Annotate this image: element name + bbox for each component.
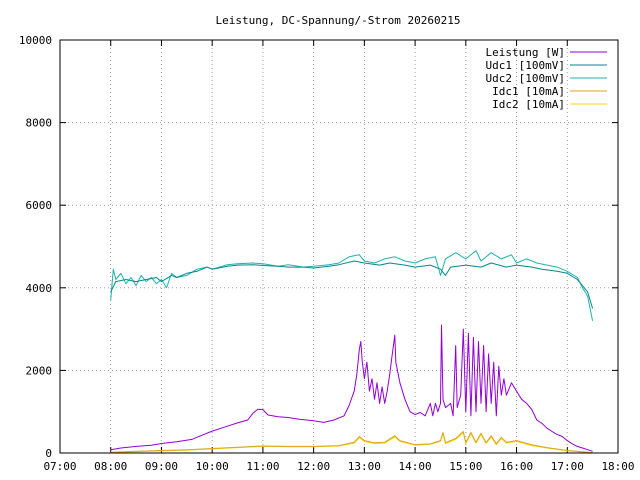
x-tick-label: 12:00 <box>297 460 330 473</box>
y-tick-label: 8000 <box>26 117 53 130</box>
ticks: 07:00 08:00 09:00 10:00 11:00 12:00 13:00 14:00… <box>19 34 635 473</box>
grid <box>60 40 618 453</box>
chart-title: Leistung, DC-Spannung/-Strom 20260215 <box>215 14 460 27</box>
x-tick-label: 08:00 <box>94 460 127 473</box>
x-tick-label: 09:00 <box>145 460 178 473</box>
y-tick-label: 6000 <box>26 199 53 212</box>
series-line-udc1 <box>110 260 594 309</box>
x-tick-label: 10:00 <box>196 460 229 473</box>
legend-label: Leistung [W] <box>486 46 565 59</box>
x-tick-label: 14:00 <box>399 460 432 473</box>
legend-label: Udc2 [100mV] <box>486 72 565 85</box>
x-tick-label: 11:00 <box>246 460 279 473</box>
plot-frame <box>59 39 619 454</box>
legend-label: Udc1 [100mV] <box>486 59 565 72</box>
x-tick-label: 13:00 <box>348 460 381 473</box>
y-tick-label: 10000 <box>19 34 52 47</box>
x-tick-label: 16:00 <box>500 460 533 473</box>
series-group <box>110 250 594 454</box>
legend-label: Idc2 [10mA] <box>492 98 565 111</box>
x-tick-label: 15:00 <box>449 460 482 473</box>
y-tick-label: 4000 <box>26 282 53 295</box>
x-tick-label: 18:00 <box>601 460 634 473</box>
y-tick-label: 2000 <box>26 364 53 377</box>
series-line-idc1 <box>110 431 593 454</box>
x-tick-label: 17:00 <box>551 460 584 473</box>
series-line-leistung <box>110 324 593 452</box>
x-tick-label: 07:00 <box>43 460 76 473</box>
legend: Leistung [W]Udc1 [100mV]Udc2 [100mV]Idc1… <box>486 46 607 111</box>
series-line-udc2 <box>110 250 594 321</box>
legend-label: Idc1 [10mA] <box>492 85 565 98</box>
y-tick-label: 0 <box>45 447 52 460</box>
